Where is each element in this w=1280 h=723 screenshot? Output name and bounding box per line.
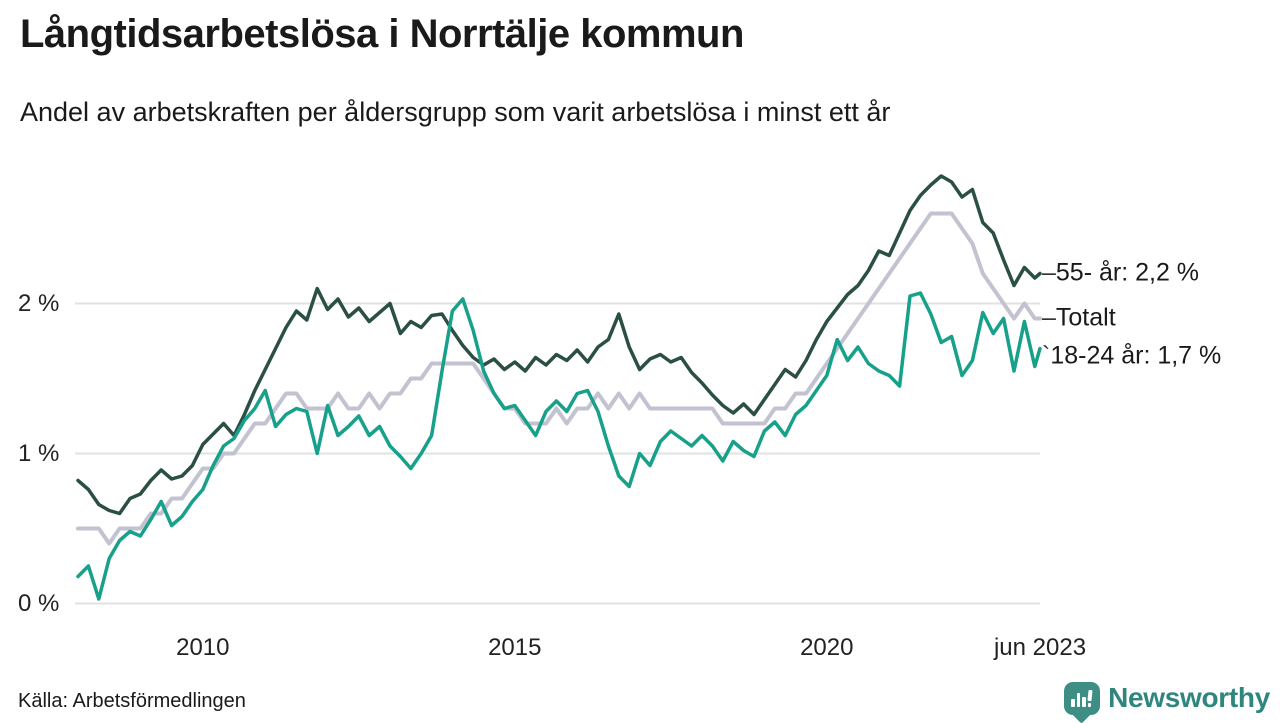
bar-icon <box>1082 696 1086 707</box>
page-subtitle: Andel av arbetskraften per åldersgrupp s… <box>20 97 891 127</box>
chart-canvas <box>75 174 1042 605</box>
series-line-18-24 år <box>76 291 1042 601</box>
series-line-55- år <box>76 174 1042 516</box>
line-chart <box>0 150 1060 630</box>
legend-label-totalt: Totalt <box>1055 303 1116 332</box>
brand-name: Newsworthy <box>1108 682 1270 713</box>
legend-label-18-24: 18-24 år: 1,7 % <box>1050 341 1222 370</box>
series-line-Totalt <box>76 211 1042 546</box>
bar-icon <box>1076 692 1081 707</box>
legend-item-55plus: –55- år: 2,2 % <box>1042 259 1199 288</box>
exclamation-icon <box>1087 689 1093 701</box>
legend-item-totalt: –Totalt <box>1042 304 1116 333</box>
source-note: Källa: Arbetsförmedlingen <box>18 690 246 712</box>
legend-label-55plus: 55- år: 2,2 % <box>1055 258 1200 287</box>
legend-connector: ` <box>1042 341 1051 370</box>
x-axis-tick-label: 2020 <box>800 634 854 661</box>
bar-icon <box>1071 698 1075 707</box>
y-axis-tick-label: 2 % <box>18 289 60 317</box>
newsworthy-logo: Newsworthy <box>1064 678 1270 723</box>
bar-chart-speech-bubble-icon <box>1064 681 1101 723</box>
exclamation-dot-icon <box>1087 703 1092 707</box>
x-axis-tick-label: jun 2023 <box>993 634 1087 661</box>
speech-bubble-tail <box>1072 704 1091 723</box>
legend-item-18-24: `18-24 år: 1,7 % <box>1042 342 1221 371</box>
y-axis-tick-label: 1 % <box>18 439 60 467</box>
legend-connector: – <box>1042 303 1056 332</box>
x-axis-tick-label: 2010 <box>176 634 230 661</box>
y-axis-tick-label: 0 % <box>18 589 60 617</box>
x-axis-tick-label: 2015 <box>488 634 542 661</box>
page-title: Långtidsarbetslösa i Norrtälje kommun <box>20 12 744 56</box>
legend-connector: – <box>1042 258 1056 287</box>
